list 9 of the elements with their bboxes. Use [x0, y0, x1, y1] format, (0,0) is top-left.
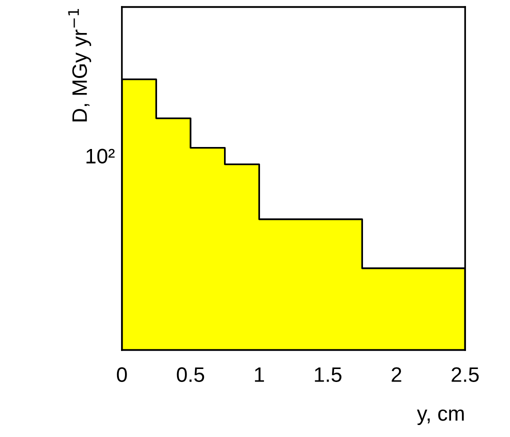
- x-tick-label: 0.5: [176, 367, 204, 382]
- y-axis-title: D, MGy yr$^{−1}$: [68, 8, 92, 122]
- x-tick-label: 2.5: [452, 367, 479, 382]
- x-tick-label: 0: [116, 367, 127, 382]
- x-tick-label: 1: [254, 367, 264, 382]
- x-axis-title: y, cm: [416, 409, 464, 425]
- x-tick-label: 2: [392, 367, 402, 382]
- x-tick-label: 1.5: [314, 367, 342, 382]
- text: 10²: [86, 148, 115, 164]
